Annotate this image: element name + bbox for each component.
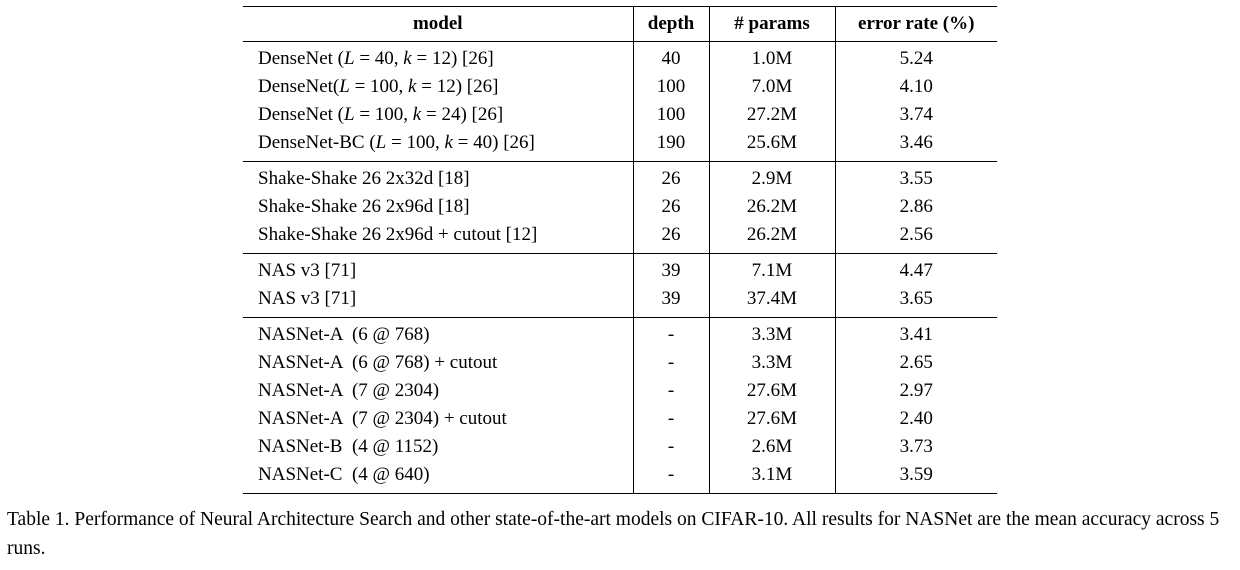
table-row: NASNet-A (7 @ 2304) -27.6M 2.97: [243, 377, 997, 405]
table-row: DenseNet (L = 40, k = 12) [26] 40 1.0M 5.24: [243, 41, 997, 73]
cell-params: 27.6M: [709, 377, 836, 405]
cell-params: 2.9M: [709, 161, 836, 193]
cell-depth: 39: [633, 253, 710, 285]
cell-error-rate: 3.46: [899, 132, 933, 153]
table-row: NASNet-A (6 @ 768) -3.3M 3.41: [243, 317, 997, 349]
cell-model: DenseNet(L = 100, k = 12) [26]: [243, 73, 634, 101]
table-row: DenseNet(L = 100, k = 12) [26] 100 7.0M 4.1…: [243, 73, 997, 101]
cell-depth: 26: [633, 161, 710, 193]
column-header: # params: [709, 6, 836, 42]
cell-params: 3.3M: [709, 349, 836, 377]
cell-params: 37.4M: [709, 285, 836, 318]
table-row: DenseNet-BC (L = 100, k = 40) [26] 190 25.…: [243, 129, 997, 162]
cell-error-rate: 2.56: [899, 224, 933, 245]
cell-depth: -: [633, 405, 710, 433]
cell-params: 27.6M: [709, 405, 836, 433]
table-row: NAS v3 [71] 39 7.1M 4.47: [243, 253, 997, 285]
cell-depth: 100: [633, 101, 710, 129]
cell-depth: -: [633, 461, 710, 494]
cell-params: 27.2M: [709, 101, 836, 129]
cell-error-rate: 3.41: [899, 324, 933, 345]
cell-model: DenseNet (L = 100, k = 24) [26]: [243, 101, 634, 129]
cell-model: NAS v3 [71]: [243, 285, 634, 318]
table-header: model depth # params error rate (%): [243, 6, 997, 42]
cell-error-rate: 3.59: [899, 464, 933, 485]
cell-depth: 26: [633, 193, 710, 221]
table-group: DenseNet (L = 40, k = 12) [26] 40 1.0M 5.24…: [243, 41, 997, 162]
cell-model: NASNet-B (4 @ 1152): [243, 433, 634, 461]
cell-error-rate: 2.86: [899, 196, 933, 217]
table-row: NASNet-C (4 @ 640) -3.1M 3.59: [243, 461, 997, 494]
cell-depth: 100: [633, 73, 710, 101]
table-row: NASNet-B (4 @ 1152) -2.6M 3.73: [243, 433, 997, 461]
column-header: depth: [633, 6, 710, 42]
cell-model: Shake-Shake 26 2x96d + cutout [12]: [243, 221, 634, 254]
cell-params: 1.0M: [709, 41, 836, 73]
column-header: model: [243, 6, 634, 42]
header-row: model depth # params error rate (%): [243, 6, 997, 42]
cell-depth: -: [633, 377, 710, 405]
cell-error-rate: 3.73: [899, 436, 933, 457]
table-row: Shake-Shake 26 2x96d + cutout [12] 26 26.2…: [243, 221, 997, 254]
table-group: NASNet-A (6 @ 768) -3.3M 3.41 NASNet-A (6 @…: [243, 317, 997, 494]
cell-params: 26.2M: [709, 193, 836, 221]
cell-depth: -: [633, 433, 710, 461]
cell-depth: 26: [633, 221, 710, 254]
cell-error-rate: 5.24: [899, 48, 933, 69]
column-header: error rate (%): [858, 13, 975, 34]
cell-depth: -: [633, 317, 710, 349]
results-table: model depth # params error rate (%) DenseNet…: [243, 6, 997, 494]
cell-error-rate: 2.97: [899, 380, 933, 401]
cell-params: 2.6M: [709, 433, 836, 461]
table-row: NASNet-A (7 @ 2304) + cutout -27.6M 2.40: [243, 405, 997, 433]
cell-depth: 40: [633, 41, 710, 73]
cell-model: Shake-Shake 26 2x32d [18]: [243, 161, 634, 193]
cell-model: Shake-Shake 26 2x96d [18]: [243, 193, 634, 221]
cell-error-rate: 4.10: [899, 76, 933, 97]
cell-model: NASNet-A (7 @ 2304): [243, 377, 634, 405]
table-group: NAS v3 [71] 39 7.1M 4.47 NAS v3 [71] 39 37.4M 3…: [243, 253, 997, 318]
cell-error-rate: 3.74: [899, 104, 933, 125]
cell-model: DenseNet (L = 40, k = 12) [26]: [243, 41, 634, 73]
table-row: DenseNet (L = 100, k = 24) [26] 100 27.2M 3…: [243, 101, 997, 129]
cell-model: DenseNet-BC (L = 100, k = 40) [26]: [243, 129, 634, 162]
cell-depth: -: [633, 349, 710, 377]
table-caption: Table 1. Performance of Neural Architect…: [7, 509, 1220, 559]
cell-params: 3.3M: [709, 317, 836, 349]
table-group: Shake-Shake 26 2x32d [18] 26 2.9M 3.55 Shake…: [243, 161, 997, 254]
cell-params: 25.6M: [709, 129, 836, 162]
cell-error-rate: 3.65: [899, 288, 933, 309]
cell-params: 3.1M: [709, 461, 836, 494]
cell-params: 7.0M: [709, 73, 836, 101]
cell-depth: 190: [633, 129, 710, 162]
table-row: Shake-Shake 26 2x32d [18] 26 2.9M 3.55: [243, 161, 997, 193]
cell-error-rate: 4.47: [899, 260, 933, 281]
cell-depth: 39: [633, 285, 710, 318]
cell-model: NASNet-A (6 @ 768): [243, 317, 634, 349]
cell-model: NASNet-A (7 @ 2304) + cutout: [243, 405, 634, 433]
table-row: NAS v3 [71] 39 37.4M 3.65: [243, 285, 997, 318]
cell-error-rate: 2.40: [899, 408, 933, 429]
cell-error-rate: 2.65: [899, 352, 933, 373]
cell-model: NASNet-C (4 @ 640): [243, 461, 634, 494]
table-row: Shake-Shake 26 2x96d [18] 26 26.2M 2.86: [243, 193, 997, 221]
cell-model: NASNet-A (6 @ 768) + cutout: [243, 349, 634, 377]
cell-params: 26.2M: [709, 221, 836, 254]
cell-error-rate: 3.55: [899, 168, 933, 189]
cell-model: NAS v3 [71]: [243, 253, 634, 285]
cell-params: 7.1M: [709, 253, 836, 285]
table-row: NASNet-A (6 @ 768) + cutout -3.3M 2.65: [243, 349, 997, 377]
